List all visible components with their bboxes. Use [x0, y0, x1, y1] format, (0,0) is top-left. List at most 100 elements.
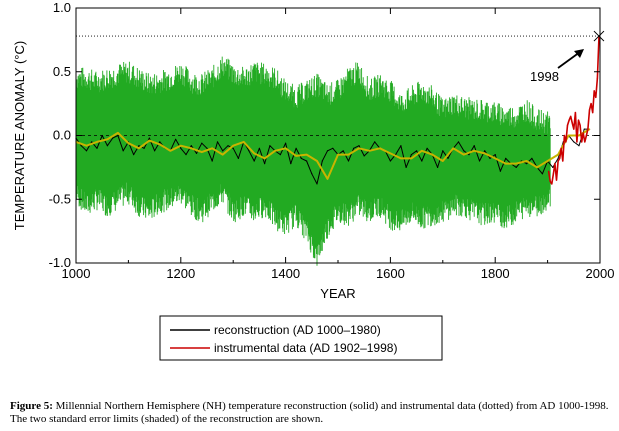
data-point	[442, 150, 444, 152]
caption-label: Figure 5:	[10, 400, 53, 412]
data-point	[96, 147, 98, 149]
y-axis-title: TEMPERATURE ANOMALY (°C)	[12, 41, 27, 230]
data-point	[463, 154, 465, 156]
data-point	[138, 145, 140, 147]
data-point	[306, 154, 308, 156]
caption-text: Millennial Northern Hemisphere (NH) temp…	[10, 400, 609, 425]
legend-label-instrumental: instrumental data (AD 1902–1998)	[214, 341, 397, 355]
data-point	[85, 145, 88, 147]
data-point	[559, 157, 561, 159]
data-point	[201, 142, 203, 144]
data-point	[80, 145, 82, 147]
data-point	[232, 145, 234, 147]
data-point	[555, 179, 558, 181]
data-point	[248, 150, 250, 152]
x-tick-label: 1600	[376, 266, 405, 281]
data-point	[175, 138, 177, 140]
data-point	[447, 157, 449, 159]
data-point	[122, 150, 124, 152]
data-point	[347, 154, 350, 156]
data-point	[154, 150, 156, 152]
data-point	[592, 112, 594, 114]
data-point	[253, 160, 255, 162]
data-point	[584, 141, 586, 143]
data-point	[552, 166, 554, 168]
data-point	[311, 173, 313, 175]
data-point	[573, 128, 575, 130]
data-point	[185, 154, 187, 156]
data-point	[400, 157, 402, 159]
annotation-arrow-head	[574, 49, 584, 58]
data-point	[290, 163, 292, 165]
data-point	[400, 145, 402, 147]
data-point	[285, 142, 287, 144]
x-tick-label: 1800	[481, 266, 510, 281]
data-point	[585, 134, 588, 137]
data-point	[410, 157, 412, 159]
data-point	[332, 147, 334, 149]
data-point	[232, 147, 234, 149]
x-tick-label: 1200	[166, 266, 195, 281]
data-point	[582, 132, 584, 134]
data-point	[576, 141, 578, 143]
data-point	[321, 160, 323, 162]
data-point	[300, 157, 302, 159]
data-point	[583, 128, 585, 130]
data-point	[326, 178, 329, 180]
data-point	[243, 141, 245, 143]
data-point	[316, 160, 318, 162]
data-point	[285, 147, 287, 149]
data-point	[557, 160, 559, 162]
data-point	[405, 166, 407, 168]
data-point	[363, 155, 365, 157]
data-point	[211, 160, 213, 162]
data-point	[577, 119, 580, 121]
data-point	[581, 141, 583, 143]
data-point	[159, 143, 161, 145]
data-point	[211, 147, 213, 149]
y-tick-label: 1.0	[53, 0, 71, 15]
data-point	[463, 150, 465, 152]
data-point	[374, 141, 376, 143]
data-point	[133, 154, 135, 156]
data-point	[106, 138, 108, 140]
data-point	[574, 112, 577, 114]
data-point	[190, 147, 192, 149]
data-point	[222, 150, 224, 152]
data-point	[227, 145, 229, 147]
data-point	[547, 160, 549, 162]
data-point	[531, 157, 533, 159]
data-point	[494, 154, 496, 156]
data-point	[526, 163, 528, 165]
data-point	[590, 103, 592, 105]
data-point	[494, 157, 496, 159]
x-tick-label: 1400	[271, 266, 300, 281]
x-axis-ticks: 1000 1200 1400 1600 1800 2000	[62, 8, 614, 281]
data-point	[274, 150, 276, 152]
data-point	[557, 154, 559, 156]
data-point	[127, 142, 129, 144]
data-point	[515, 166, 517, 168]
data-point	[96, 141, 98, 143]
data-point	[269, 145, 271, 147]
y-tick-label: -1.0	[49, 255, 71, 270]
data-point	[316, 183, 318, 185]
data-point	[557, 157, 559, 159]
data-point	[253, 152, 255, 154]
data-point	[389, 152, 391, 154]
data-point	[473, 145, 475, 147]
data-point	[101, 134, 103, 137]
data-point	[342, 150, 344, 152]
data-point	[573, 141, 575, 143]
data-point	[568, 119, 570, 121]
data-point	[541, 173, 544, 175]
data-point	[484, 150, 486, 152]
data-point	[295, 155, 297, 157]
data-point	[279, 154, 281, 156]
data-point	[515, 163, 517, 165]
data-point	[457, 141, 460, 143]
data-point	[536, 166, 538, 168]
data-point	[421, 150, 423, 152]
data-point	[264, 163, 266, 165]
data-point	[468, 154, 470, 156]
